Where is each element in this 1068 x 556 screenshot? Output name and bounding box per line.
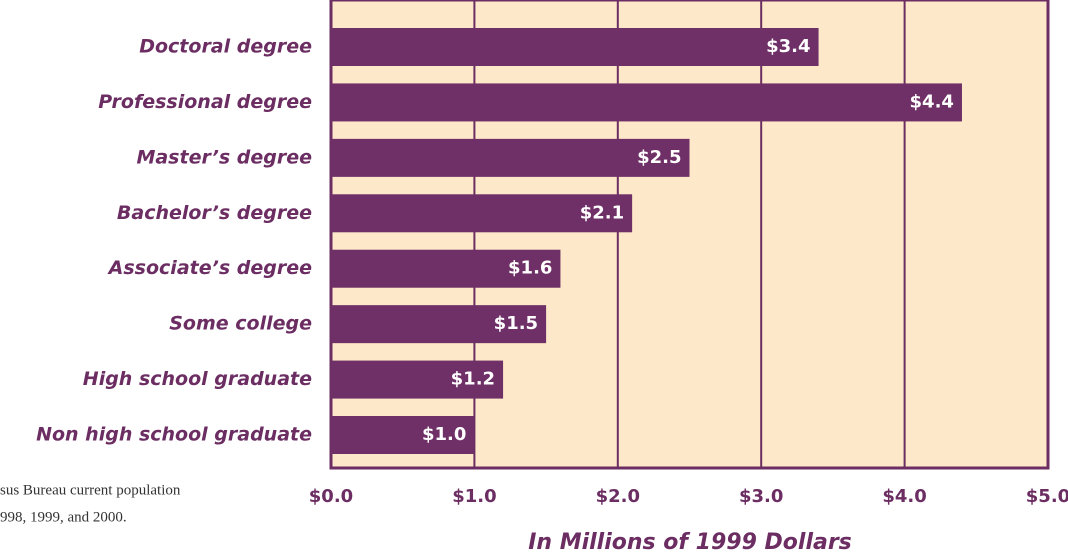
bar	[331, 249, 561, 288]
category-label: Doctoral degree	[139, 36, 312, 58]
value-label: $1.6	[508, 258, 552, 279]
bar	[331, 416, 475, 455]
source-note: sus Bureau current population	[0, 482, 181, 498]
x-tick-label: $3.0	[739, 486, 783, 507]
x-tick-label: $2.0	[596, 486, 640, 507]
x-axis-label: In Millions of 1999 Dollars	[528, 530, 852, 555]
category-label: Some college	[169, 313, 312, 335]
x-tick-label: $1.0	[452, 486, 496, 507]
x-tick-label: $4.0	[882, 486, 926, 507]
source-note: 998, 1999, and 2000.	[0, 509, 127, 525]
category-label: Master’s degree	[136, 146, 312, 168]
bar	[331, 360, 504, 399]
category-label: High school graduate	[83, 368, 312, 390]
category-label: Bachelor’s degree	[117, 202, 312, 224]
category-label: Associate’s degree	[107, 257, 312, 279]
value-label: $4.4	[910, 91, 954, 112]
value-label: $1.0	[422, 424, 466, 445]
bar	[331, 83, 962, 122]
value-label: $1.5	[494, 313, 538, 334]
bar	[331, 194, 633, 233]
x-tick-label: $5.0	[1026, 486, 1068, 507]
x-tick-label: $0.0	[309, 486, 353, 507]
value-label: $2.5	[637, 147, 681, 168]
bar	[331, 138, 690, 177]
value-label: $3.4	[766, 36, 810, 57]
category-label: Non high school graduate	[36, 424, 312, 446]
value-label: $2.1	[580, 202, 624, 223]
category-label: Professional degree	[98, 91, 312, 113]
bar	[331, 305, 547, 344]
bar	[331, 28, 819, 66]
value-label: $1.2	[451, 369, 495, 390]
